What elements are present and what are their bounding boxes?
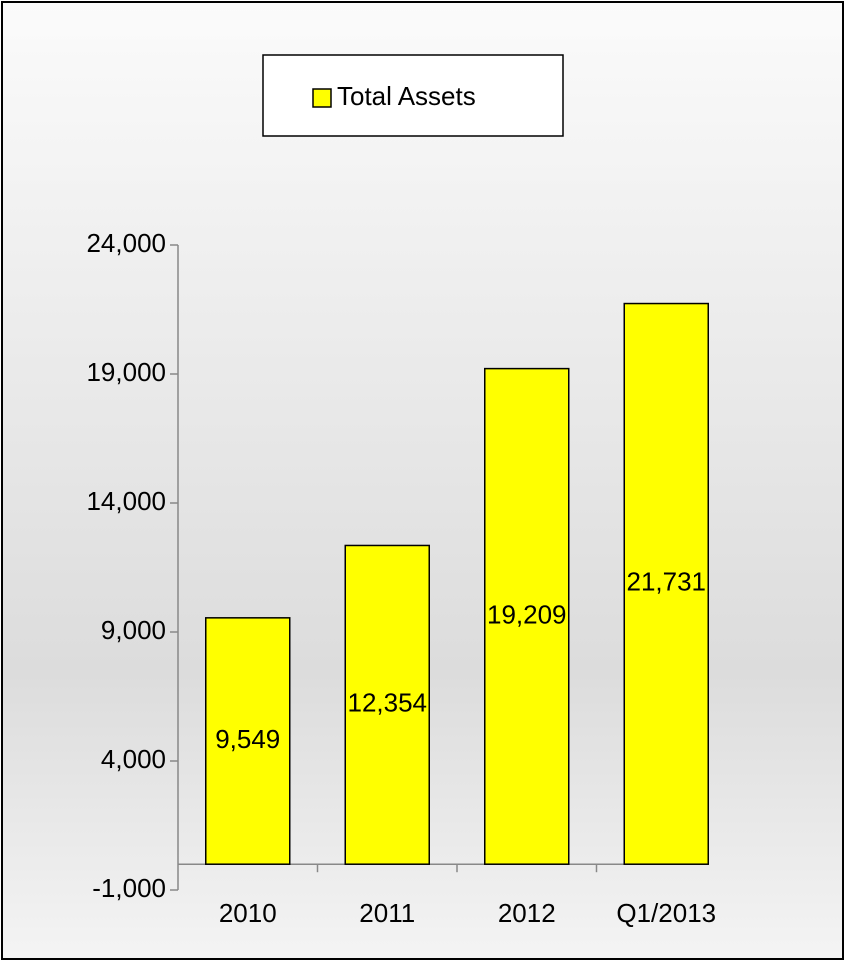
y-tick-label: 19,000: [86, 357, 166, 387]
y-tick-label: 9,000: [101, 615, 166, 645]
legend-swatch: [312, 88, 332, 108]
x-tick-label: 2010: [219, 898, 277, 928]
bar: [623, 302, 709, 865]
data-label: 19,209: [487, 599, 567, 629]
data-label: 9,549: [215, 724, 280, 754]
x-tick-label: 2012: [498, 898, 556, 928]
y-tick-label: -1,000: [92, 873, 166, 903]
legend-label: Total Assets: [337, 81, 476, 111]
y-tick-label: 4,000: [101, 744, 166, 774]
x-tick-label: 2011: [359, 898, 415, 928]
bar: [484, 367, 570, 865]
data-label: 21,731: [626, 567, 706, 597]
y-tick-label: 14,000: [86, 486, 166, 516]
data-label: 12,354: [347, 688, 427, 718]
bar: [344, 544, 430, 865]
y-tick-label: 24,000: [86, 228, 166, 258]
bar: [205, 617, 291, 865]
x-tick-label: Q1/2013: [616, 898, 716, 928]
